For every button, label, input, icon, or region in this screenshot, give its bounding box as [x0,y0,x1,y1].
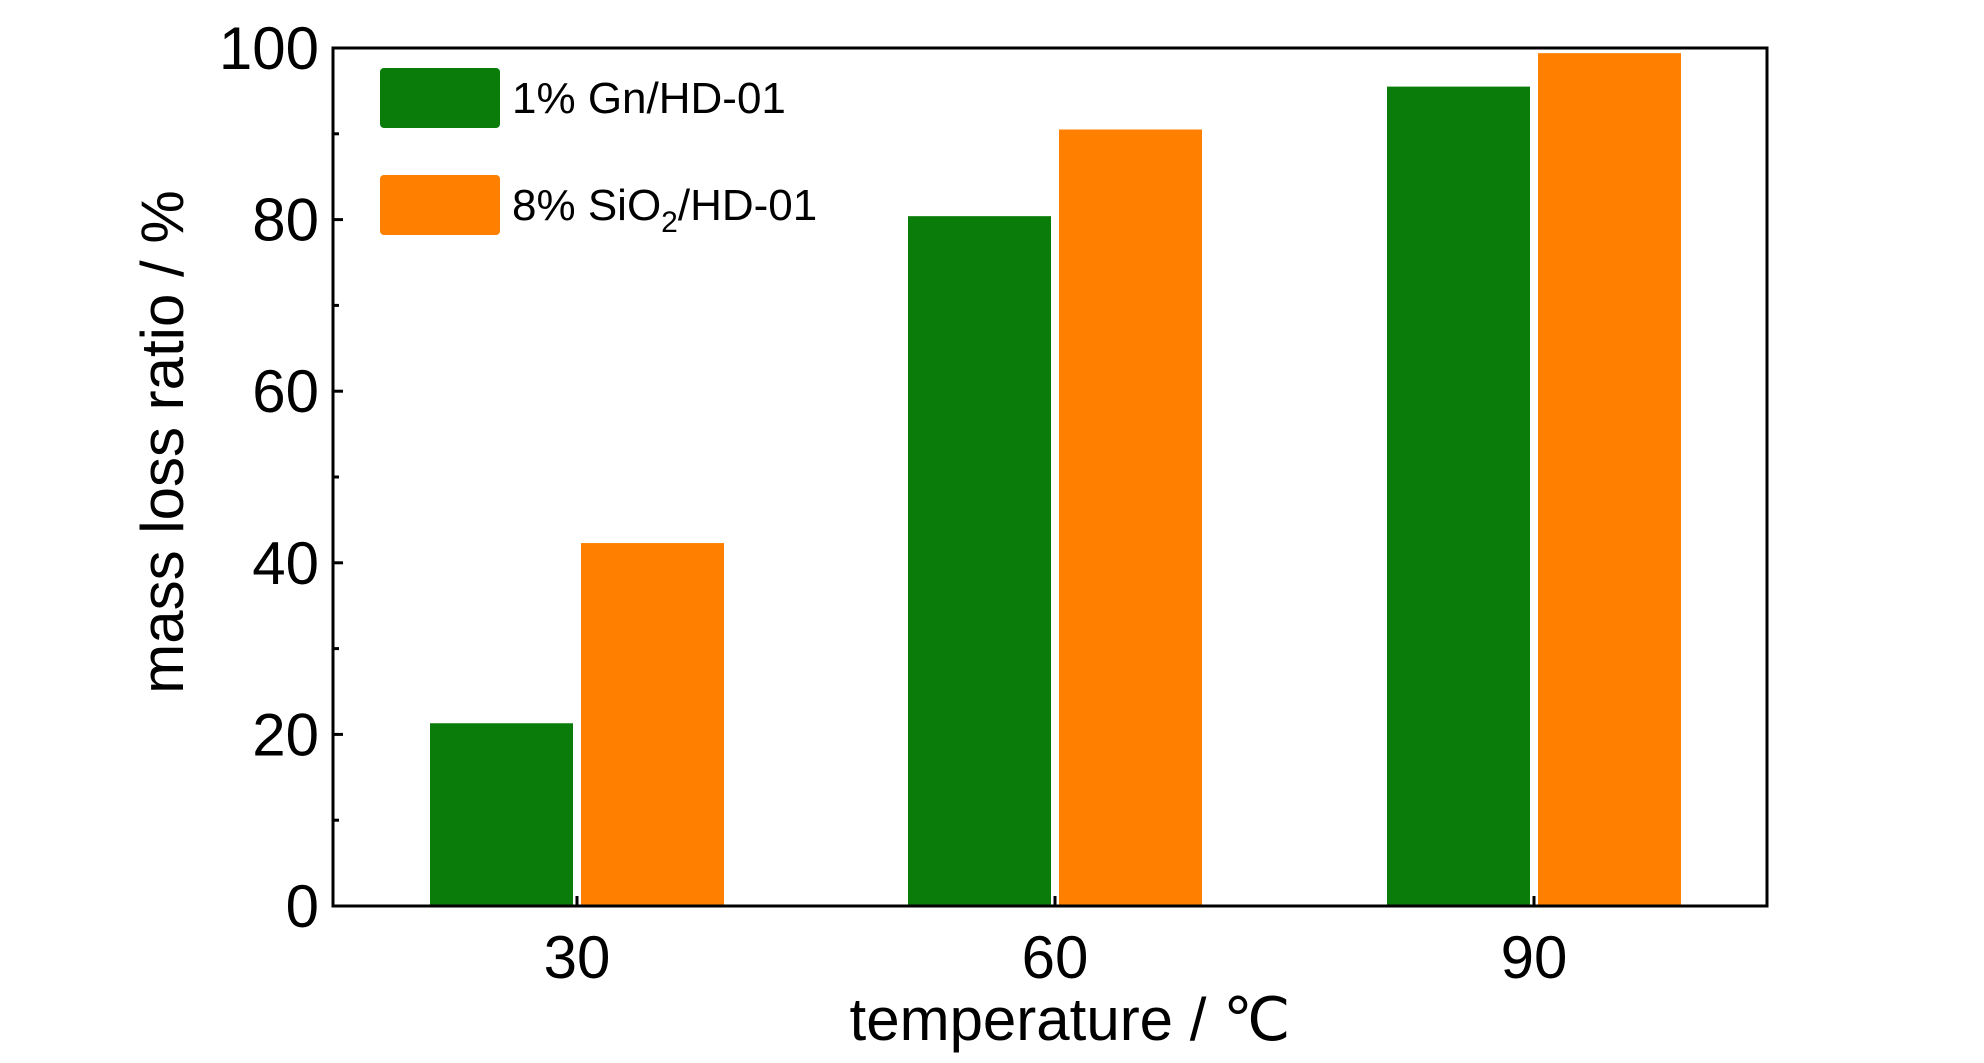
x-tick-label: 90 [1501,924,1568,991]
legend-label-text: 8% SiO [512,181,661,230]
bar-sio2-30 [581,543,724,906]
y-tick-label: 80 [252,187,319,254]
bar-gn-60 [908,216,1051,907]
legend-swatch-sio2 [380,175,500,235]
legend-label-suffix: /HD-01 [678,181,817,230]
y-tick-label: 60 [252,358,319,425]
legend-label-text: 1% Gn/HD-01 [512,74,786,123]
bar-sio2-90 [1538,53,1681,906]
x-tick-label: 60 [1022,924,1089,991]
y-axis: 0 20 40 60 80 100 [219,15,343,940]
bar-gn-90 [1387,86,1530,907]
bar-gn-30 [430,723,573,906]
legend: 1% Gn/HD-01 8% SiO2/HD-01 [380,68,817,239]
legend-swatch-gn [380,68,500,128]
legend-label-gn: 1% Gn/HD-01 [512,74,786,123]
x-axis: 30 60 90 [544,896,1568,991]
legend-label-subscript: 2 [661,206,678,239]
y-tick-label: 20 [252,701,319,768]
bar-sio2-60 [1059,129,1202,906]
plot-frame [331,46,1769,908]
y-axis-title: mass loss ratio / % [129,190,196,693]
x-axis-title: temperature / ℃ [850,986,1291,1053]
plot-marks [430,53,1681,907]
y-tick-label: 40 [252,530,319,597]
x-tick-label: 30 [544,924,611,991]
y-tick-label: 100 [219,15,319,82]
legend-label-sio2: 8% SiO2/HD-01 [512,181,817,239]
y-tick-label: 0 [286,873,319,940]
